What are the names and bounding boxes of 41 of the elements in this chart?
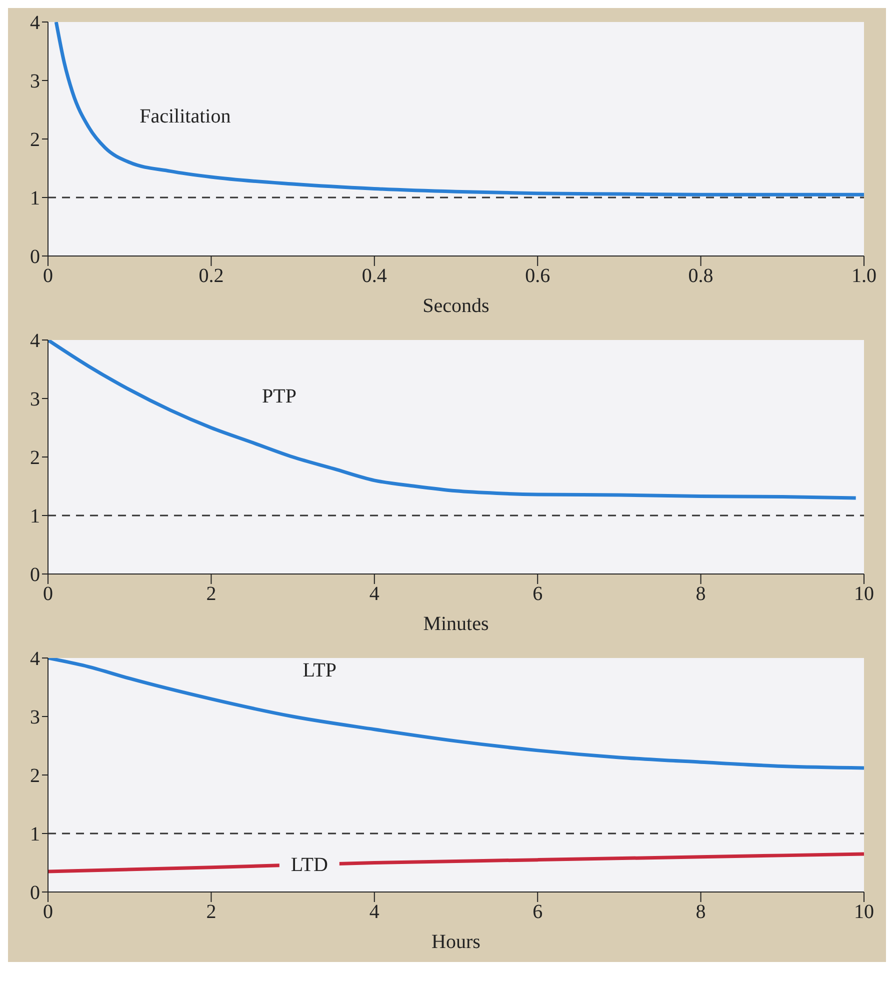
x-tick-label: 0.4 [362, 265, 387, 288]
x-axis-title: Minutes [423, 613, 489, 635]
x-tick-label: 6 [532, 901, 543, 924]
series-label: Facilitation [140, 105, 231, 128]
y-tick-label: 0 [30, 882, 40, 904]
x-tick-label: 0.6 [525, 265, 550, 288]
series-label: LTD [290, 854, 328, 876]
y-tick-label: 2 [30, 765, 40, 788]
y-tick-label: 1 [30, 506, 40, 528]
x-tick-label: 2 [206, 901, 216, 924]
x-tick-label: 6 [532, 583, 543, 606]
y-tick-label: 2 [30, 447, 40, 470]
y-tick-label: 4 [30, 648, 40, 670]
x-tick-label: 4 [369, 583, 380, 606]
y-tick-label: 1 [30, 188, 40, 210]
x-tick-label: 10 [854, 583, 874, 606]
y-tick-label: 4 [30, 12, 40, 34]
y-tick-label: 3 [30, 70, 40, 93]
x-tick-label: 8 [696, 583, 706, 606]
y-tick-label: 0 [30, 246, 40, 268]
series-label: PTP [262, 385, 296, 408]
line-series [48, 340, 858, 500]
y-tick-label: 4 [30, 330, 40, 352]
y-tick-label: 2 [30, 129, 40, 152]
y-tick-label: 3 [30, 706, 40, 729]
x-tick-label: 2 [206, 583, 216, 606]
x-tick-label: 4 [369, 901, 380, 924]
x-tick-label: 10 [854, 901, 874, 924]
x-axis-title: Seconds [422, 295, 490, 317]
line-series [48, 852, 864, 874]
line-series [54, 22, 864, 196]
x-axis-title: Hours [432, 931, 481, 953]
y-tick-label: 0 [30, 564, 40, 586]
x-tick-label: 1.0 [852, 265, 876, 288]
line-series [48, 658, 864, 770]
x-tick-label: 8 [696, 901, 706, 924]
y-tick-label: 1 [30, 824, 40, 846]
x-tick-label: 0.2 [198, 265, 224, 288]
y-tick-label: 3 [30, 388, 40, 411]
series-label: LTP [302, 660, 337, 682]
x-tick-label: 0.8 [688, 265, 714, 288]
